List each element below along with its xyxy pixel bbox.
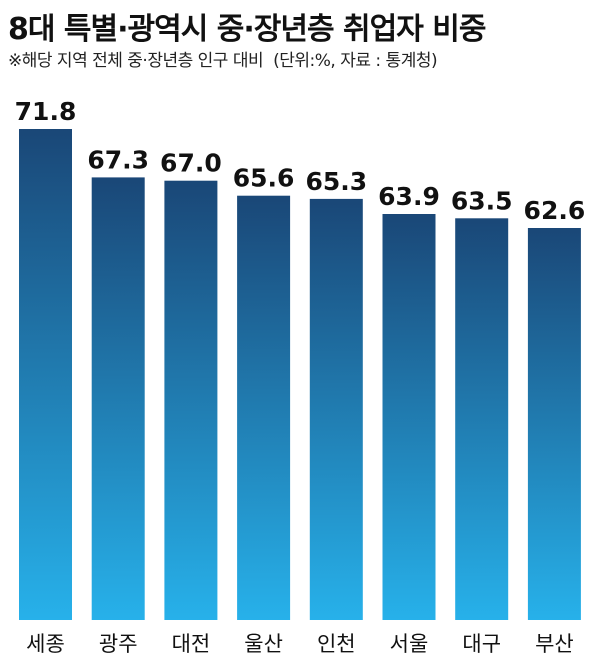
category-label: 부산 bbox=[535, 632, 574, 656]
bar-울산 bbox=[237, 195, 291, 620]
bar-대전 bbox=[164, 180, 218, 620]
value-label: 62.6 bbox=[524, 196, 586, 225]
category-label: 서울 bbox=[390, 632, 429, 656]
category-label: 세종 bbox=[26, 632, 65, 656]
category-label: 인천 bbox=[317, 632, 356, 656]
chart-title: 8대 특별·광역시 중·장년층 취업자 비중 bbox=[8, 12, 486, 47]
chart-subtitle: ※해당 지역 전체 중·장년층 인구 대비 (단위:%, 자료 : 통계청) bbox=[8, 46, 438, 71]
value-label: 67.3 bbox=[87, 145, 149, 174]
bar-인천 bbox=[309, 198, 363, 620]
source-note: (단위:%, 자료 : 통계청) bbox=[273, 51, 438, 71]
value-label: 67.0 bbox=[160, 149, 222, 178]
value-label: 71.8 bbox=[15, 97, 77, 126]
bar-group bbox=[19, 129, 581, 621]
bar-대구 bbox=[455, 218, 509, 621]
value-label: 63.5 bbox=[451, 186, 513, 215]
category-label-group: 세종 광주 대전 울산 인천 서울 대구 부산 bbox=[26, 632, 574, 656]
bar-서울 bbox=[382, 214, 436, 620]
value-label-group: 71.8 67.3 67.0 65.6 65.3 63.9 63.5 62.6 bbox=[15, 97, 586, 225]
bar-세종 bbox=[19, 129, 72, 620]
value-label: 63.9 bbox=[378, 182, 440, 211]
value-label: 65.6 bbox=[233, 164, 295, 193]
bar-광주 bbox=[91, 177, 145, 620]
subtitle-note: ※해당 지역 전체 중·장년층 인구 대비 bbox=[8, 51, 264, 71]
category-label: 울산 bbox=[244, 632, 283, 656]
bar-부산 bbox=[527, 228, 581, 620]
category-label: 대전 bbox=[172, 632, 211, 656]
value-label: 65.3 bbox=[305, 167, 367, 196]
category-label: 광주 bbox=[99, 632, 138, 656]
category-label: 대구 bbox=[462, 632, 501, 656]
